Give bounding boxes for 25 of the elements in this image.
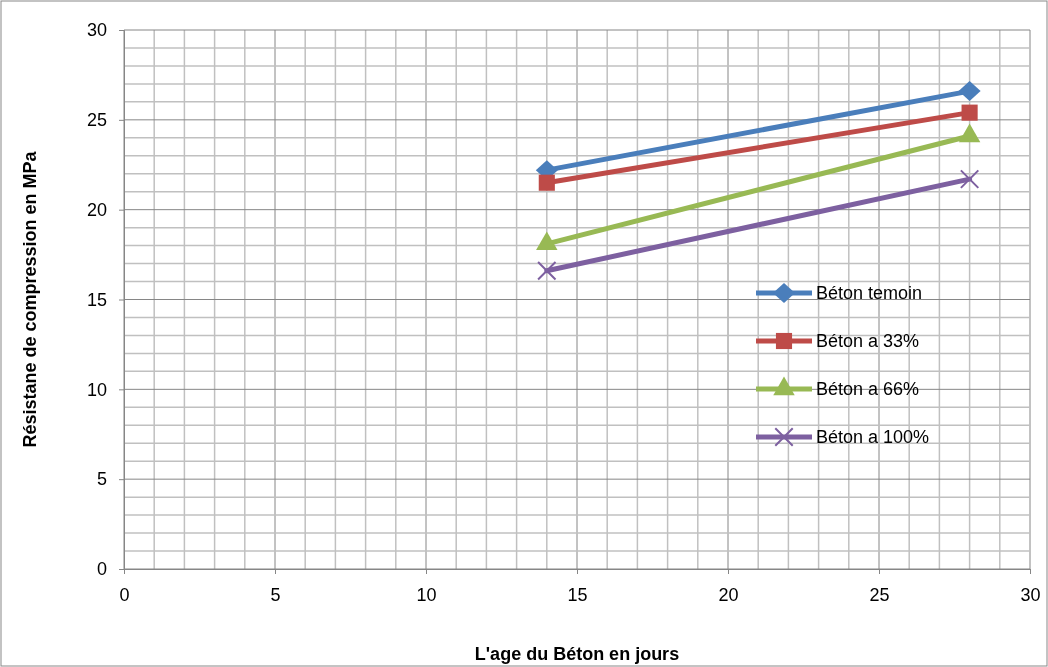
x-tick-label: 10 [416, 584, 437, 605]
legend-label: Béton temoin [816, 283, 923, 303]
x-tick-label: 25 [869, 584, 890, 605]
legend-label: Béton a 33% [816, 331, 920, 351]
point [959, 169, 980, 189]
x-tick-label: 20 [718, 584, 739, 605]
y-tick-label: 5 [96, 469, 107, 490]
y-axis-title: Résistane de compression en MPa [20, 150, 40, 448]
y-tick-label: 0 [96, 559, 107, 580]
y-tick-label: 20 [86, 199, 107, 220]
x-tick-label: 30 [1020, 584, 1041, 605]
x-tick-label: 5 [270, 584, 281, 605]
x-tick-label: 15 [567, 584, 588, 605]
x-tick-label: 0 [119, 584, 130, 605]
y-tick-label: 25 [86, 110, 107, 131]
point [961, 104, 978, 121]
point [537, 261, 557, 281]
legend-label: Béton a 66% [816, 379, 920, 399]
legend-label: Béton a 100% [816, 427, 930, 447]
x-axis-title: L'age du Béton en jours [474, 644, 680, 664]
y-tick-label: 10 [86, 379, 107, 400]
point [538, 174, 555, 191]
y-tick-label: 15 [86, 289, 107, 310]
point [958, 81, 981, 102]
y-tick-label: 30 [86, 20, 107, 41]
